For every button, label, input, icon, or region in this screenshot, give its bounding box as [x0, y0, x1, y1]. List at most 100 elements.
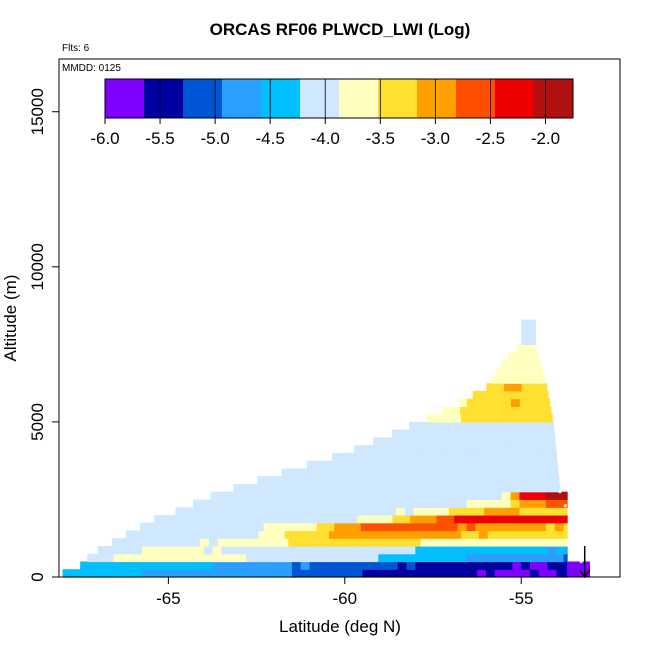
heatmap-cell: [424, 545, 434, 555]
heatmap-cell: [307, 499, 318, 508]
heatmap-cell: [452, 437, 462, 446]
heatmap-cell: [246, 499, 256, 508]
heatmap-cell: [261, 538, 272, 547]
heatmap-cell: [413, 522, 424, 532]
heatmap-cell: [358, 538, 369, 547]
heatmap-cell: [493, 468, 503, 477]
heatmap-cell: [200, 538, 210, 547]
heatmap-cell: [457, 398, 468, 407]
heatmap-cell: [290, 522, 300, 532]
heatmap-cell: [368, 460, 379, 470]
heatmap-cell: [244, 538, 254, 547]
heatmap-cell: [500, 538, 510, 547]
heatmap-cell: [256, 545, 266, 555]
heatmap-cell: [301, 476, 311, 485]
heatmap-cell: [557, 476, 560, 485]
heatmap-cell: [563, 491, 568, 501]
heatmap-cell: [438, 538, 448, 547]
heatmap-cell: [332, 538, 342, 547]
heatmap-cell: [376, 452, 386, 462]
heatmap-cell: [257, 476, 267, 485]
heatmap-cell: [334, 507, 344, 516]
heatmap-cell: [518, 460, 529, 470]
heatmap-cell: [475, 553, 485, 563]
heatmap-cell: [141, 569, 152, 578]
x-axis: -65 -60 -55: [156, 576, 533, 608]
heatmap-cell: [163, 514, 173, 524]
heatmap-cell: [148, 553, 159, 563]
heatmap-cell: [519, 468, 530, 477]
y-tick-label: 10000: [28, 243, 47, 290]
heatmap-cell: [563, 499, 568, 508]
heatmap-cell: [291, 569, 302, 578]
heatmap-cell: [390, 437, 401, 446]
heatmap-cell: [115, 545, 125, 555]
heatmap-cell: [445, 514, 455, 524]
heatmap-cell: [477, 476, 488, 485]
heatmap-cell: [492, 553, 503, 563]
heatmap-cell: [339, 514, 349, 524]
heatmap-cell: [210, 499, 221, 508]
heatmap-cell: [263, 553, 274, 563]
heatmap-cell: [517, 375, 528, 384]
heatmap-cell: [442, 445, 452, 454]
colorbar-tick-label: -2.5: [476, 129, 505, 148]
heatmap-cell: [87, 553, 97, 563]
heatmap-cell: [343, 507, 353, 516]
heatmap-cell: [461, 530, 471, 539]
heatmap-cell: [397, 561, 408, 570]
heatmap-cell: [298, 522, 309, 532]
date-annotation: MMDD: 0125: [62, 63, 121, 74]
heatmap-cell: [533, 514, 543, 524]
colorbar-tick-label: -3.5: [366, 129, 395, 148]
heatmap-cell: [147, 538, 157, 547]
heatmap-cell: [387, 491, 397, 501]
heatmap-cell: [443, 414, 453, 423]
heatmap-cell: [554, 553, 565, 563]
heatmap-cell: [385, 452, 395, 462]
heatmap-cell: [307, 491, 318, 501]
heatmap-cell: [540, 437, 551, 446]
heatmap-cell: [448, 553, 459, 563]
heatmap-cell: [496, 367, 506, 376]
heatmap-cell: [369, 522, 379, 532]
heatmap-cell: [247, 569, 258, 578]
heatmap-cell: [545, 491, 556, 501]
heatmap-cell: [459, 545, 469, 555]
heatmap-cell: [71, 569, 81, 578]
heatmap-cell: [490, 452, 501, 462]
heatmap-cell: [277, 514, 288, 524]
heatmap-cell: [553, 460, 558, 470]
heatmap-cell: [492, 499, 503, 508]
heatmap-cell: [540, 414, 550, 423]
heatmap-cell: [97, 569, 108, 578]
heatmap-cell: [444, 421, 454, 431]
heatmap-cell: [362, 569, 372, 578]
heatmap-cell: [440, 499, 450, 508]
heatmap-cell: [161, 530, 171, 539]
heatmap-cell: [425, 414, 436, 423]
heatmap-cell: [539, 445, 549, 454]
heatmap-cell: [106, 561, 117, 570]
heatmap-cell: [510, 398, 521, 407]
heatmap-cell: [191, 538, 201, 547]
heatmap-cell: [369, 499, 379, 508]
heatmap-cell: [323, 538, 334, 547]
heatmap-cell: [343, 499, 353, 508]
heatmap-cell: [283, 476, 294, 485]
heatmap-cell: [455, 452, 466, 462]
heatmap-cell: [560, 514, 568, 524]
heatmap-cell: [457, 499, 468, 508]
heatmap-cell: [547, 545, 558, 555]
heatmap-cell: [456, 460, 467, 470]
heatmap-cell: [477, 561, 487, 570]
heatmap-cell: [186, 569, 196, 578]
heatmap-cell: [254, 499, 265, 508]
heatmap-cell: [115, 561, 125, 570]
heatmap-cell: [528, 553, 538, 563]
heatmap-cell: [193, 522, 203, 532]
heatmap-cell: [466, 398, 477, 407]
heatmap-cell: [453, 429, 464, 439]
heatmap-cell: [335, 545, 346, 555]
heatmap-cell: [237, 499, 247, 508]
